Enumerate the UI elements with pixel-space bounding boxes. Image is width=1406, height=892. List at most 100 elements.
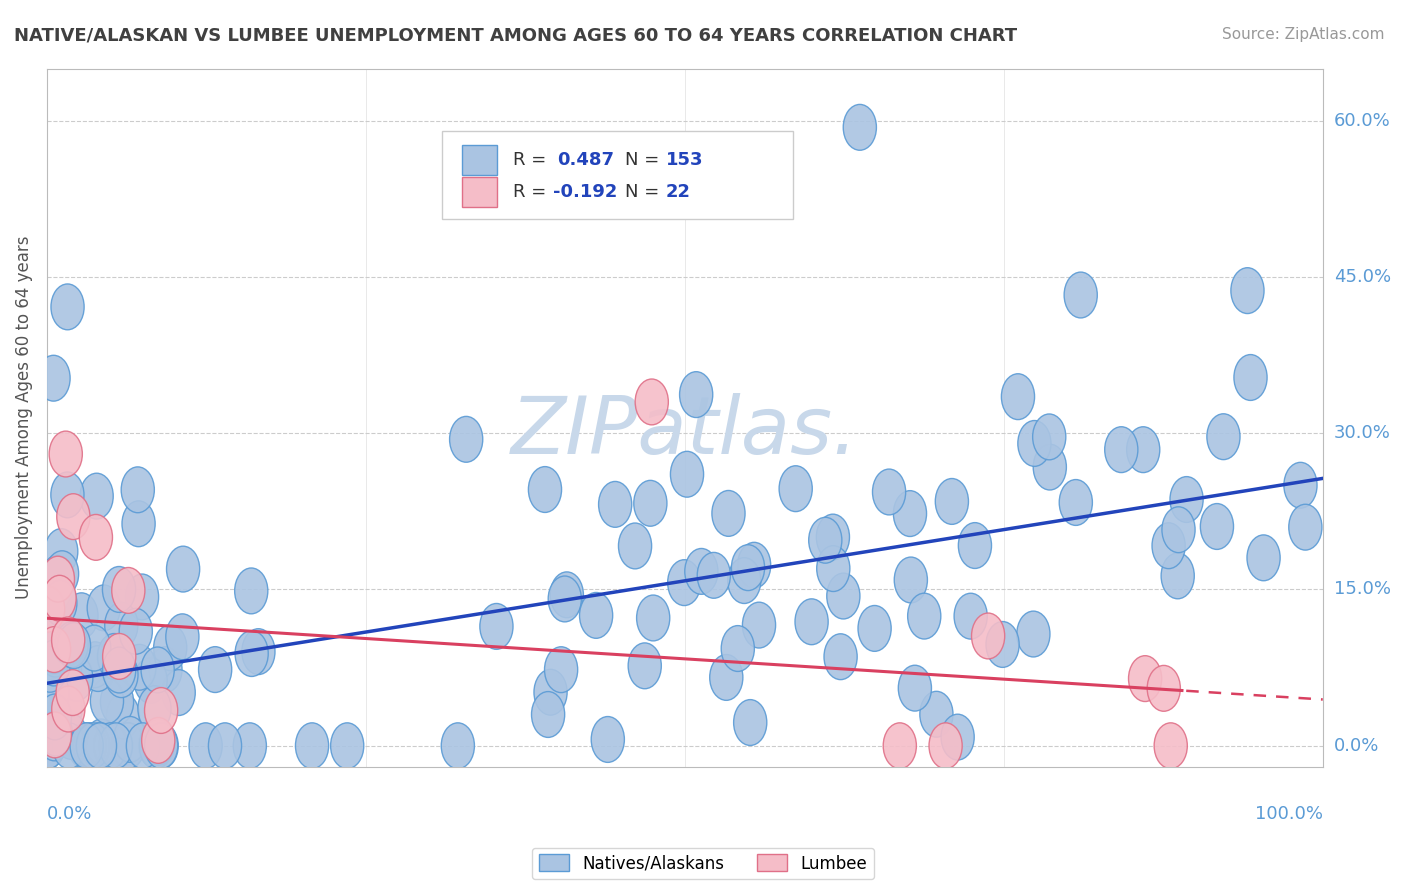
Ellipse shape: [37, 679, 70, 724]
Ellipse shape: [898, 665, 931, 711]
Text: 30.0%: 30.0%: [1334, 425, 1391, 442]
Ellipse shape: [208, 723, 242, 769]
Ellipse shape: [959, 523, 991, 568]
Ellipse shape: [1201, 504, 1233, 549]
Ellipse shape: [114, 716, 146, 763]
Ellipse shape: [94, 723, 127, 769]
Ellipse shape: [742, 602, 776, 648]
Ellipse shape: [90, 678, 124, 723]
Ellipse shape: [142, 717, 174, 764]
Text: 0.0%: 0.0%: [1334, 737, 1379, 755]
Text: R =: R =: [513, 151, 551, 169]
Ellipse shape: [534, 669, 567, 715]
Legend: Natives/Alaskans, Lumbee: Natives/Alaskans, Lumbee: [531, 847, 875, 880]
Ellipse shape: [679, 372, 713, 417]
Ellipse shape: [330, 723, 364, 769]
Ellipse shape: [529, 467, 561, 512]
Ellipse shape: [79, 642, 111, 688]
Ellipse shape: [145, 723, 179, 769]
Ellipse shape: [37, 355, 70, 401]
Ellipse shape: [149, 647, 181, 692]
Ellipse shape: [122, 500, 155, 547]
Ellipse shape: [107, 693, 139, 739]
Ellipse shape: [162, 670, 195, 715]
Ellipse shape: [710, 655, 742, 700]
Ellipse shape: [731, 545, 765, 591]
Ellipse shape: [619, 523, 651, 569]
Ellipse shape: [893, 491, 927, 536]
Ellipse shape: [49, 686, 83, 731]
Ellipse shape: [1147, 665, 1181, 711]
Ellipse shape: [65, 593, 98, 639]
Ellipse shape: [59, 656, 93, 701]
Ellipse shape: [637, 595, 669, 640]
Ellipse shape: [142, 719, 174, 765]
Ellipse shape: [188, 723, 222, 769]
Ellipse shape: [138, 686, 172, 731]
Ellipse shape: [145, 723, 177, 769]
Ellipse shape: [41, 557, 75, 602]
Ellipse shape: [153, 624, 187, 671]
Ellipse shape: [31, 723, 65, 769]
Ellipse shape: [80, 474, 114, 519]
Ellipse shape: [111, 567, 145, 614]
Ellipse shape: [100, 679, 134, 725]
Ellipse shape: [55, 714, 87, 759]
Ellipse shape: [141, 723, 173, 769]
Ellipse shape: [38, 712, 72, 758]
Ellipse shape: [794, 599, 828, 645]
Text: 22: 22: [665, 183, 690, 201]
Ellipse shape: [121, 467, 155, 513]
Ellipse shape: [1064, 272, 1097, 318]
Ellipse shape: [32, 598, 66, 644]
Ellipse shape: [1247, 535, 1279, 581]
Ellipse shape: [31, 586, 65, 632]
Ellipse shape: [38, 640, 70, 686]
Ellipse shape: [441, 723, 474, 769]
Text: N =: N =: [624, 183, 665, 201]
Ellipse shape: [41, 556, 75, 601]
Ellipse shape: [84, 719, 118, 764]
Ellipse shape: [1170, 476, 1204, 523]
Ellipse shape: [52, 617, 84, 663]
Ellipse shape: [908, 593, 941, 639]
Ellipse shape: [37, 671, 69, 716]
Ellipse shape: [87, 585, 121, 631]
Ellipse shape: [671, 451, 703, 497]
Ellipse shape: [1059, 480, 1092, 525]
Ellipse shape: [883, 723, 917, 769]
Ellipse shape: [779, 466, 813, 512]
Ellipse shape: [935, 478, 969, 524]
Ellipse shape: [817, 546, 849, 591]
Ellipse shape: [31, 723, 65, 769]
Ellipse shape: [38, 715, 70, 761]
Ellipse shape: [734, 699, 766, 746]
Ellipse shape: [39, 632, 72, 677]
Ellipse shape: [634, 481, 666, 526]
Ellipse shape: [929, 723, 962, 769]
Ellipse shape: [873, 469, 905, 515]
Ellipse shape: [45, 681, 79, 727]
Ellipse shape: [711, 491, 745, 536]
Text: N =: N =: [624, 151, 665, 169]
Ellipse shape: [111, 723, 145, 769]
Ellipse shape: [104, 602, 138, 648]
Ellipse shape: [685, 549, 718, 594]
Ellipse shape: [49, 431, 83, 477]
Ellipse shape: [37, 628, 70, 673]
Ellipse shape: [82, 646, 114, 691]
FancyBboxPatch shape: [443, 131, 793, 219]
Ellipse shape: [295, 723, 329, 769]
Ellipse shape: [1234, 354, 1267, 401]
Ellipse shape: [986, 622, 1019, 667]
Ellipse shape: [37, 698, 69, 743]
Text: 153: 153: [665, 151, 703, 169]
Ellipse shape: [697, 552, 730, 599]
Ellipse shape: [450, 417, 482, 462]
Ellipse shape: [56, 670, 89, 715]
Ellipse shape: [111, 723, 145, 769]
Ellipse shape: [38, 694, 72, 739]
Ellipse shape: [67, 723, 101, 769]
Ellipse shape: [1017, 611, 1050, 657]
Ellipse shape: [233, 723, 266, 769]
